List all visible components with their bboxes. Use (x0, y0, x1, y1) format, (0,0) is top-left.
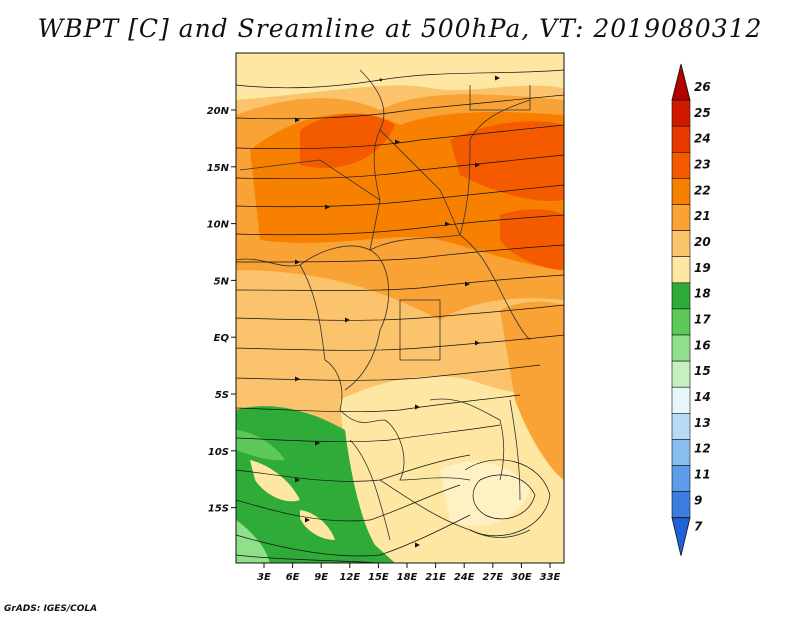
colorbar-label: 11 (694, 468, 711, 482)
wbpt-field-21-east-coast (500, 301, 564, 480)
colorbar-segment (671, 230, 691, 258)
wbpt-field-19-north (236, 53, 564, 100)
lon-label: 21E (425, 572, 446, 583)
lon-label: 24E (454, 572, 475, 583)
country-borders (236, 69, 531, 541)
lon-label: 30E (511, 572, 532, 583)
colorbar-segment (671, 360, 691, 388)
wbpt-field-18 (236, 406, 395, 563)
colorbar-segment (671, 308, 691, 336)
lon-label: 15E (368, 572, 389, 583)
latitude-axis: 20N 15N 10N 5N EQ 5S 10S 15S (207, 106, 236, 515)
colorbar-segment (671, 491, 691, 519)
colorbar-label: 13 (694, 416, 711, 430)
colorbar-segment (671, 204, 691, 231)
colorbar-label: 26 (694, 80, 711, 94)
colorbar-label: 14 (694, 390, 711, 404)
colorbar-label: 23 (694, 158, 711, 172)
colorbar-max-arrow (671, 63, 691, 101)
lon-label: 12E (339, 572, 360, 583)
lon-label: 9E (314, 572, 328, 583)
map-frame (235, 52, 565, 564)
colorbar-segment (671, 386, 691, 414)
colorbar-label: 24 (694, 132, 711, 146)
map-plot-area (236, 53, 564, 563)
lat-label: 20N (207, 106, 230, 117)
lon-label: 3E (257, 572, 271, 583)
colorbar-segment (671, 282, 691, 310)
wbpt-field-19-island (250, 460, 300, 502)
colorbar-label: 22 (694, 183, 711, 197)
colorbar-label: 15 (694, 364, 711, 378)
map-title: WBPT [C] and Sreamline at 500hPa, VT: 20… (37, 14, 763, 43)
lat-label: 5N (214, 276, 230, 287)
colorbar-segment (671, 99, 691, 127)
colorbar-segment (671, 412, 691, 440)
longitude-axis: 3E 6E 9E 12E 15E 18E 21E 24E 27E 30E 33E (257, 563, 561, 583)
colorbar-segment (671, 334, 691, 362)
colorbar: 26 25 24 23 22 21 20 19 18 17 16 15 14 13 12 11 9 7 (671, 63, 711, 556)
lon-label: 27E (482, 572, 503, 583)
lat-label: 5S (215, 390, 229, 401)
wbpt-field-23-east (500, 209, 564, 270)
lat-label: 10N (207, 220, 230, 231)
wbpt-field-17 (236, 430, 285, 461)
lat-label: 15N (207, 163, 230, 174)
lat-label: 15S (208, 504, 229, 515)
lon-label: 18E (397, 572, 418, 583)
colorbar-segment (671, 178, 691, 205)
grads-credit: GrADS: IGES/COLA (4, 604, 98, 614)
colorbar-label: 18 (694, 287, 711, 301)
colorbar-segment (671, 256, 691, 284)
colorbar-label: 25 (694, 106, 711, 120)
wbpt-field-23-west (300, 113, 395, 169)
colorbar-label: 17 (694, 313, 711, 327)
colorbar-label: 12 (694, 442, 711, 456)
colorbar-segment (671, 152, 691, 179)
colorbar-label: 21 (694, 209, 711, 223)
colorbar-label: 7 (694, 519, 703, 533)
lon-label: 6E (286, 572, 300, 583)
colorbar-label: 19 (694, 261, 711, 275)
wbpt-field-19-pale (440, 461, 530, 526)
lon-label: 33E (540, 572, 561, 583)
colorbar-label: 16 (694, 338, 711, 352)
colorbar-min-arrow (671, 517, 691, 556)
colorbar-label: 9 (694, 493, 702, 507)
lat-label: 10S (208, 447, 229, 458)
colorbar-segment (671, 465, 691, 492)
colorbar-segment (671, 439, 691, 466)
lat-label: EQ (214, 333, 230, 344)
colorbar-label: 20 (694, 235, 711, 249)
wbpt-field-16 (236, 520, 270, 563)
streamline-arrows (295, 75, 500, 548)
colorbar-segment (671, 125, 691, 153)
